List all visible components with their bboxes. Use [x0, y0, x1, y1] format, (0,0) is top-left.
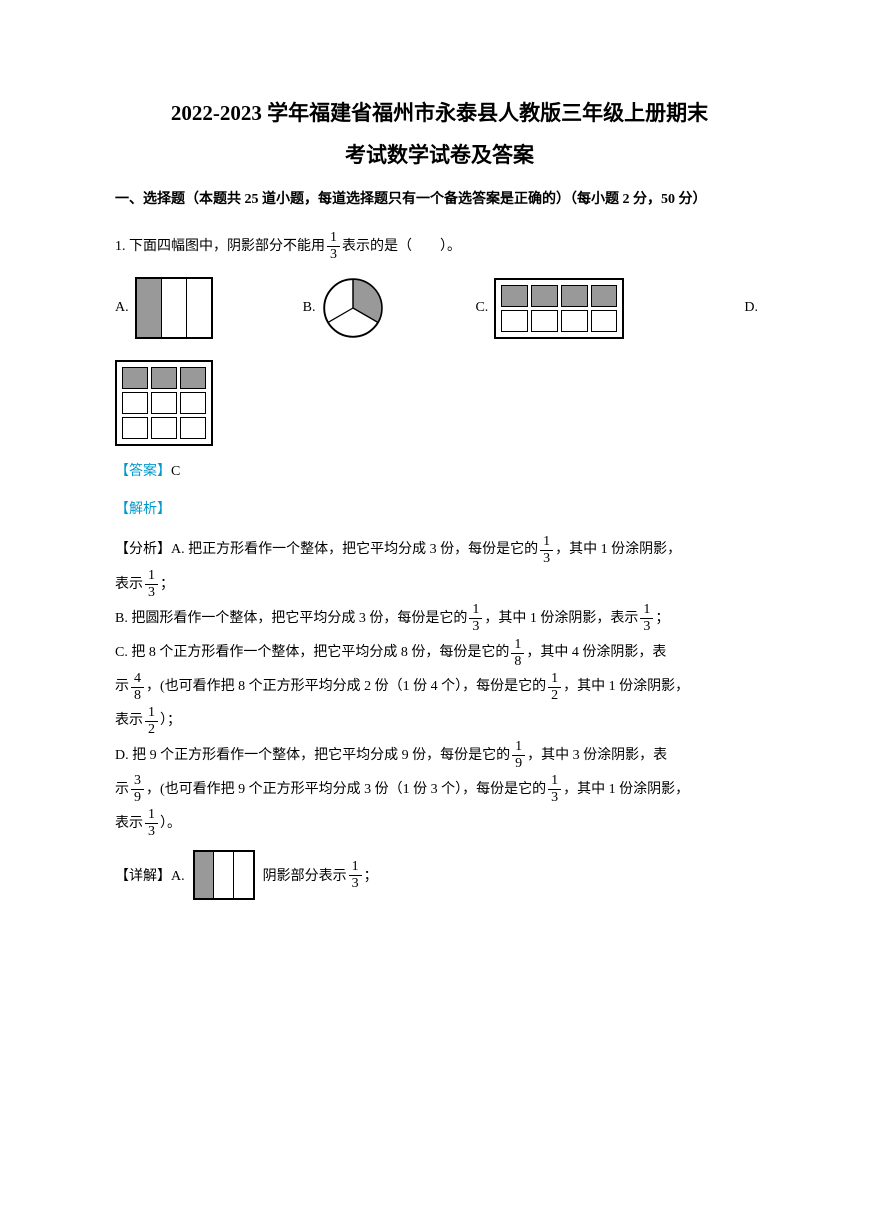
- q1-post: 表示的是（ ）。: [342, 234, 461, 261]
- analysis-content: 【分析】A. 把正方形看作一个整体，把它平均分成 3 份，每份是它的 13 ，其…: [115, 534, 764, 840]
- option-c: C.: [475, 278, 624, 339]
- option-d-figure: [115, 360, 764, 446]
- label-b: B.: [303, 300, 316, 316]
- label-a: A.: [115, 300, 129, 316]
- label-c: C.: [475, 300, 488, 316]
- analysis-label: 【解析】: [115, 498, 764, 518]
- question-1: 1. 下面四幅图中，阴影部分不能用 1 3 表示的是（ ）。: [115, 231, 764, 262]
- label-d: D.: [744, 300, 758, 316]
- options-row-1: A. B. C. D.: [115, 276, 764, 340]
- answer-line: 【答案】C: [115, 460, 764, 480]
- fraction-1-3: 1 3: [327, 231, 340, 262]
- detail-row: 【详解】A. 阴影部分表示 13 ；: [115, 850, 764, 900]
- detail-post: 阴影部分表示: [263, 865, 347, 885]
- answer-value: C: [171, 464, 180, 479]
- grid-3x3-icon: [115, 360, 213, 446]
- subtitle: 考试数学试卷及答案: [115, 139, 764, 169]
- rect-thirds-icon: [135, 277, 213, 339]
- detail-pre: 【详解】A.: [115, 865, 185, 885]
- main-title: 2022-2023 学年福建省福州市永泰县人教版三年级上册期末: [115, 95, 764, 133]
- rect-thirds-small-icon: [193, 850, 255, 900]
- grid-2x4-icon: [494, 278, 624, 339]
- section-header: 一、选择题（本题共 25 道小题，每道选择题只有一个备选答案是正确的）（每小题 …: [115, 187, 764, 214]
- q1-pre: 1. 下面四幅图中，阴影部分不能用: [115, 234, 325, 261]
- pie-icon: [321, 276, 385, 340]
- option-a: A.: [115, 277, 213, 339]
- answer-label: 【答案】: [115, 464, 171, 479]
- option-b: B.: [303, 276, 386, 340]
